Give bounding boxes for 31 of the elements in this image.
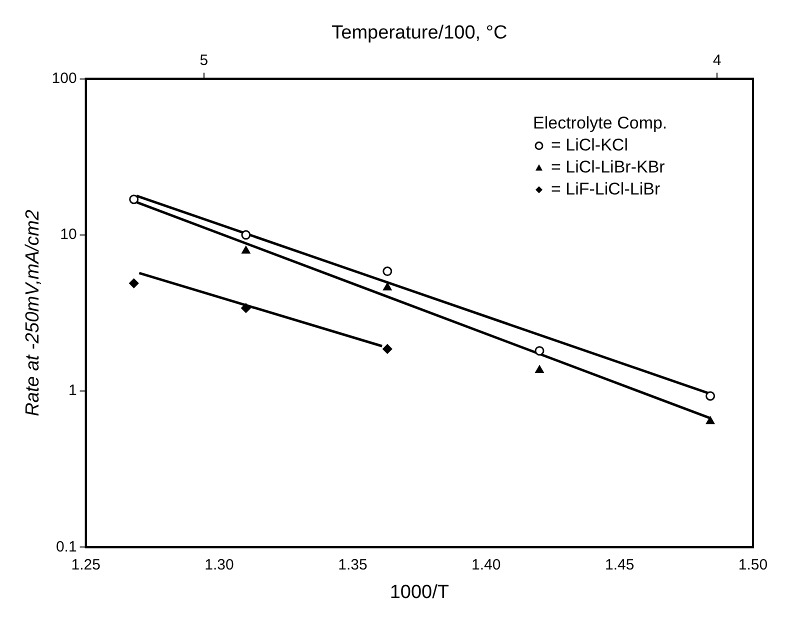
- point: [242, 246, 250, 254]
- x2-tick-label: 4: [712, 52, 722, 69]
- point: [129, 278, 139, 288]
- point: [383, 282, 392, 290]
- x-tick-label: 1.45: [604, 556, 634, 574]
- point: [382, 266, 392, 276]
- y-axis-title: Rate at -250mV,mA/cm2: [22, 209, 44, 416]
- x-tick-label: 1.35: [338, 556, 368, 574]
- legend-label: = LiF-LiCl-LiBr: [551, 179, 660, 198]
- y-tick-label: 0.1: [56, 538, 77, 556]
- legend-label: = LiCl-KCl: [551, 135, 628, 154]
- y-tick-label: 10: [60, 226, 77, 244]
- legend-label: = LiCl-LiBr-KBr: [551, 157, 666, 176]
- x-tick-label: 1.50: [738, 556, 768, 574]
- point: [241, 230, 251, 240]
- point: [706, 416, 715, 424]
- y-tick-label: 1: [68, 382, 77, 400]
- y-tick-label: 100: [52, 70, 77, 87]
- x-axis-title: 1000/T: [390, 582, 450, 603]
- point: [382, 344, 392, 354]
- point: [706, 391, 716, 401]
- x2-axis-title: Temperature/100, °C: [332, 22, 508, 44]
- x2-tick-label: 5: [200, 52, 208, 69]
- point: [535, 365, 544, 373]
- legend-title: Electrolyte Comp.: [533, 113, 668, 132]
- x-tick-label: 1.30: [204, 556, 234, 574]
- point: [129, 194, 139, 204]
- x-tick-label: 1.40: [472, 556, 501, 574]
- point: [241, 303, 251, 313]
- point: [534, 346, 544, 356]
- x-tick-label: 1.25: [71, 556, 100, 574]
